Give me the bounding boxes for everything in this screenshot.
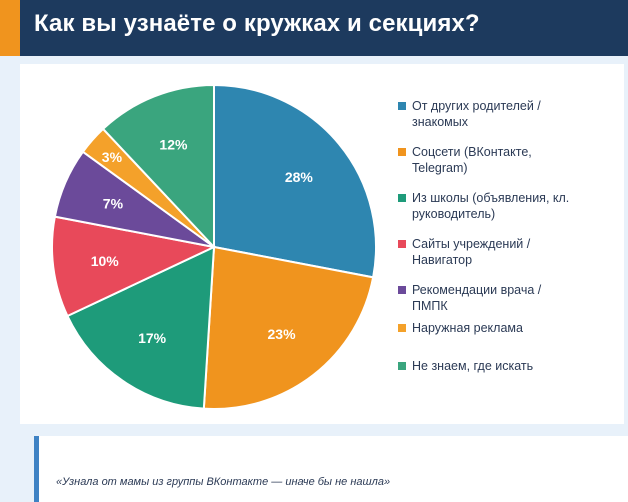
legend-item: Сайты учреждений / Навигатор (398, 236, 572, 268)
pie-slice (202, 245, 375, 410)
header-bar: Как вы узнаёте о кружках и секциях? (0, 0, 628, 56)
pie-slice (51, 215, 218, 318)
pie-slice-label: 3% (102, 149, 123, 165)
pie-slice (213, 83, 377, 279)
legend-swatch (398, 324, 406, 332)
legend-swatch (398, 194, 406, 202)
pie-slice-label: 12% (159, 137, 188, 153)
legend-swatch (398, 286, 406, 294)
legend-label: Из школы (объявления, кл. руководитель) (412, 191, 570, 221)
legend-swatch (398, 148, 406, 156)
quote-text: «Узнала от мамы из группы ВКонтакте — ин… (56, 476, 391, 488)
legend-item: Наружная реклама (398, 320, 572, 336)
quote-accent-bar (34, 436, 39, 502)
legend-label: От других родителей / знакомых (412, 99, 541, 129)
chart-panel: 28% 23% 17% 10% 7% 3% 12% (20, 64, 624, 424)
pie-slice-label: 10% (91, 253, 120, 269)
pie-slice (101, 83, 215, 250)
legend-label: Сайты учреждений / Навигатор (412, 237, 531, 267)
pie-chart: 28% 23% 17% 10% 7% 3% 12% (51, 83, 377, 410)
pie-slice-label: 17% (138, 330, 167, 346)
legend-label: Не знаем, где искать (412, 359, 534, 373)
legend-label: Соцсети (ВКонтакте, Telegram) (412, 145, 532, 175)
header-accent-stripe (0, 0, 20, 56)
legend-swatch (398, 240, 406, 248)
legend-item: Из школы (объявления, кл. руководитель) (398, 190, 572, 222)
page-title: Как вы узнаёте о кружках и секциях? (34, 10, 480, 37)
pie-slice-label: 28% (285, 169, 314, 185)
legend-item: Не знаем, где искать (398, 358, 572, 374)
legend-item: От других родителей / знакомых (398, 98, 572, 130)
legend-label: Наружная реклама (412, 321, 523, 335)
legend-swatch (398, 102, 406, 110)
legend-item: Рекомендации врача / ПМПК (398, 282, 572, 314)
pie-slice (66, 245, 216, 410)
legend-item: Соцсети (ВКонтакте, Telegram) (398, 144, 572, 176)
pie-slice-label: 7% (103, 195, 124, 211)
legend-swatch (398, 362, 406, 370)
legend-label: Рекомендации врача / ПМПК (412, 283, 542, 313)
pie-slice-label: 23% (268, 326, 297, 342)
quote-box: «Узнала от мамы из группы ВКонтакте — ин… (34, 436, 628, 502)
